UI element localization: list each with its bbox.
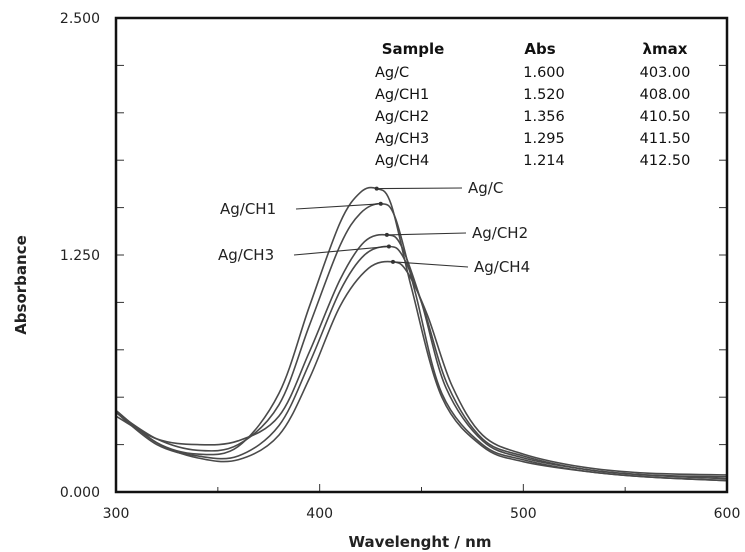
table-cell: 411.50 [640,131,691,147]
series-line-2 [115,233,728,480]
callout-leader [392,261,469,268]
callout-label: Ag/CH4 [474,258,530,276]
table-cell: 1.520 [523,87,565,103]
series-line-4 [115,260,728,476]
y-tick-label: 0.000 [60,485,100,501]
callout-leader [293,245,389,256]
table-header: Abs [524,40,555,58]
callout-label: Ag/C [468,179,503,197]
axis-ticks [115,64,728,493]
series-line-1 [115,202,728,482]
table-cell: Ag/CH3 [375,131,429,147]
tick-labels: 300 400 500 600 0.000 1.250 2.500 [60,11,740,522]
table-cell: 1.600 [523,65,565,81]
table-cell: Ag/C [375,65,409,81]
x-tick-label: 500 [510,506,537,522]
table-header: λmax [643,40,688,58]
table-cell: 410.50 [640,109,691,125]
x-tick-label: 300 [103,506,130,522]
table-cell: 1.295 [523,131,565,147]
table-cell: Ag/CH2 [375,109,429,125]
callout-label: Ag/CH2 [472,224,528,242]
y-tick-label: 1.250 [60,248,100,264]
callout-label: Ag/CH1 [220,200,276,218]
x-tick-label: 400 [306,506,333,522]
x-axis-title: Wavelenght / nm [349,533,492,551]
table-cell: 1.356 [523,109,565,125]
x-tick-label: 600 [714,506,741,522]
series-line-3 [115,245,728,478]
table-cell: 412.50 [640,153,691,169]
callout-arrowhead [390,259,395,264]
series-line-0 [115,186,728,482]
y-axis-title: Absorbance [12,235,30,335]
y-tick-label: 2.500 [60,11,100,27]
table-cell: Ag/CH1 [375,87,429,103]
callout-leader [386,232,467,236]
callout-arrowhead [384,232,389,237]
table-cell: 408.00 [640,87,691,103]
series-curves [115,186,728,482]
table-cell: 1.214 [523,153,565,169]
table-header: Sample [382,40,445,58]
table-cell: Ag/CH4 [375,153,429,169]
callout-arrowhead [378,201,383,206]
curve-callouts: Ag/C Ag/CH1 Ag/CH2 Ag/CH3 Ag/CH4 [218,179,530,276]
callout-arrowhead [374,186,379,191]
callout-arrowhead [386,244,391,249]
table-cell: 403.00 [640,65,691,81]
summary-table: Sample Abs λmax Ag/C 1.600 403.00 Ag/CH1 1.520 4… [375,40,690,169]
callout-leader [376,187,463,190]
callout-label: Ag/CH3 [218,246,274,264]
callout-leader [295,203,381,210]
plot-frame [114,16,729,494]
